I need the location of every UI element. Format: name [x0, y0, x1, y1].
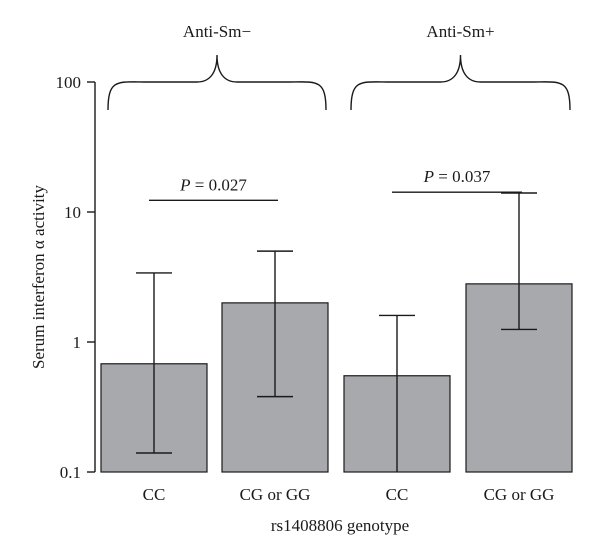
p-symbol: P	[179, 175, 190, 194]
group-bracket	[107, 54, 327, 111]
significance-annotations: P = 0.027 P = 0.037	[149, 167, 522, 202]
group-brackets: Anti-Sm− Anti-Sm+	[107, 22, 571, 111]
p-value-label: P = 0.027	[179, 175, 247, 194]
y-tick-label: 100	[56, 73, 82, 92]
x-category-label: CC	[143, 485, 166, 504]
p-value-label: P = 0.037	[423, 167, 491, 186]
x-category-label: CG or GG	[484, 485, 555, 504]
y-tick-label: 1	[73, 333, 82, 352]
x-category-labels: CC CG or GG CC CG or GG	[143, 485, 555, 504]
group-label: Anti-Sm−	[183, 22, 251, 41]
x-axis-label: rs1408806 genotype	[271, 516, 409, 535]
y-tick-label: 10	[64, 203, 81, 222]
group-bracket	[350, 54, 571, 111]
y-ticks: 0.1 1 10 100	[56, 73, 95, 482]
error-bars	[136, 192, 537, 472]
x-category-label: CC	[386, 485, 409, 504]
y-axis-label: Serum interferon α activity	[29, 184, 48, 369]
y-tick-label: 0.1	[60, 463, 81, 482]
p-symbol: P	[423, 167, 434, 186]
p-value: = 0.037	[434, 167, 491, 186]
group-label: Anti-Sm+	[426, 22, 494, 41]
p-value: = 0.027	[191, 175, 248, 194]
x-category-label: CG or GG	[240, 485, 311, 504]
bars	[100, 283, 573, 473]
